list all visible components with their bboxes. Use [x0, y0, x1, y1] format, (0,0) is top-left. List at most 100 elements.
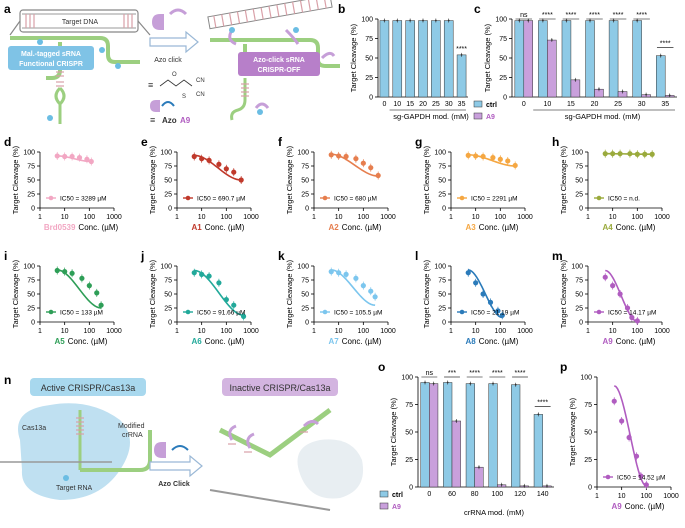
legend-a9: A9 [486, 114, 495, 121]
panel-letter: i [4, 249, 7, 263]
x-tick-label: 1 [175, 214, 179, 221]
x-axis-unit: Conc. (µM) [625, 502, 665, 511]
legend-marker [185, 309, 191, 315]
x-axis-unit: Conc. (µM) [68, 337, 108, 346]
data-point [636, 19, 639, 22]
compound-name: A2 [329, 223, 340, 232]
y-tick-label: 0 [168, 206, 172, 213]
data-point [62, 153, 68, 160]
x-tick-label: 1000 [243, 328, 259, 335]
x-tick-label: 30 [445, 101, 453, 108]
ic50-label: IC50 = 105.5 µM [334, 310, 382, 317]
panel-a-letter: a [4, 2, 11, 16]
data-point [505, 158, 511, 164]
x-axis-unit: Conc. (µM) [616, 337, 656, 346]
x-axis-label: crRNA mod. (mM) [464, 508, 525, 517]
y-axis-label: Target Cleavage (%) [559, 145, 568, 214]
crrna-label: crRNA [122, 432, 143, 439]
data-point [514, 383, 517, 386]
crrna-free [218, 408, 332, 458]
x-tick-label: 30 [638, 101, 646, 108]
x-tick-label: 1 [38, 328, 42, 335]
ic50-label: IC50 = n.d. [608, 196, 640, 203]
panel-letter: c [474, 2, 481, 16]
cas13a-detached [297, 439, 364, 499]
y-tick-label: 50 [438, 178, 446, 185]
y-tick-label: 0 [588, 485, 592, 492]
ic50-label: IC50 = 133 µM [60, 310, 103, 317]
y-tick-label: 75 [164, 278, 172, 285]
data-point [206, 157, 212, 163]
y-tick-label: 100 [23, 150, 35, 157]
x-tick-label: 10 [335, 328, 343, 335]
y-tick-label: 75 [575, 278, 583, 285]
data-point [62, 269, 68, 275]
y-tick-label: 100 [571, 150, 583, 157]
data-point [375, 172, 381, 179]
ic50-label: IC50 = 690.7 µM [197, 196, 245, 203]
data-point [478, 466, 480, 469]
svg-text:CN: CN [196, 78, 205, 84]
y-tick-label: 50 [499, 56, 507, 63]
panel-letter: b [338, 2, 345, 16]
x-axis-unit: Conc. (µM) [616, 223, 656, 232]
ic50-label: IC50 = 14.52 µM [617, 475, 665, 482]
x-tick-label: 10 [198, 214, 206, 221]
crispr-off-box: Azo-click sRNA CRISPR-OFF [238, 52, 320, 76]
active-title-bg [30, 378, 146, 396]
dna-unbound [207, 0, 340, 68]
data-point [455, 420, 458, 422]
significance-label: **** [456, 46, 467, 53]
x-tick-label: 140 [537, 491, 549, 498]
panel-letter: d [4, 135, 11, 149]
panel-a: a Target DNA [4, 0, 340, 125]
x-axis-unit: Conc. (µM) [78, 223, 118, 232]
x-tick-label: 1 [595, 493, 599, 500]
x-tick-label: 60 [448, 491, 456, 498]
data-point [199, 271, 205, 277]
data-point [328, 152, 334, 158]
data-point [231, 169, 237, 175]
x-tick-label: 80 [471, 491, 479, 498]
bar [465, 383, 475, 488]
box2-line2: CRISPR-OFF [258, 67, 302, 74]
azo-click-arrow: Azo click [149, 8, 199, 64]
inactive-title: Inactive CRISPR/Cas13a [229, 383, 330, 393]
bar [431, 20, 441, 98]
x-tick-label: 100 [83, 214, 95, 221]
legend-marker [322, 195, 328, 201]
data-point [353, 156, 359, 162]
data-point [368, 165, 374, 171]
x-tick-label: 100 [640, 493, 652, 500]
svg-text:O: O [172, 72, 177, 78]
data-point [469, 382, 472, 385]
data-point [424, 381, 426, 384]
legend-marker [459, 309, 465, 315]
x-axis-label: A1 Conc. (µM) [192, 223, 245, 232]
data-point [617, 291, 623, 297]
data-point [627, 151, 633, 157]
y-axis-label: Target Cleavage (%) [389, 397, 398, 466]
azo-molecule-icon [152, 14, 164, 30]
significance-label: **** [613, 12, 624, 19]
data-point [223, 297, 229, 303]
panel-letter: m [552, 249, 563, 263]
bar [451, 420, 461, 488]
x-tick-label: 1000 [380, 214, 396, 221]
bar [379, 20, 390, 98]
box1-line2: Functional CRISPR [19, 61, 83, 68]
y-tick-label: 75 [575, 164, 583, 171]
data-point [447, 19, 450, 22]
y-tick-label: 100 [571, 264, 583, 271]
x-tick-label: 1000 [243, 214, 259, 221]
data-point [473, 153, 479, 159]
significance-label: *** [448, 370, 456, 377]
data-point [465, 270, 471, 276]
bar [561, 20, 572, 98]
a9-label: A9 [180, 116, 191, 125]
y-tick-label: 100 [160, 264, 172, 271]
